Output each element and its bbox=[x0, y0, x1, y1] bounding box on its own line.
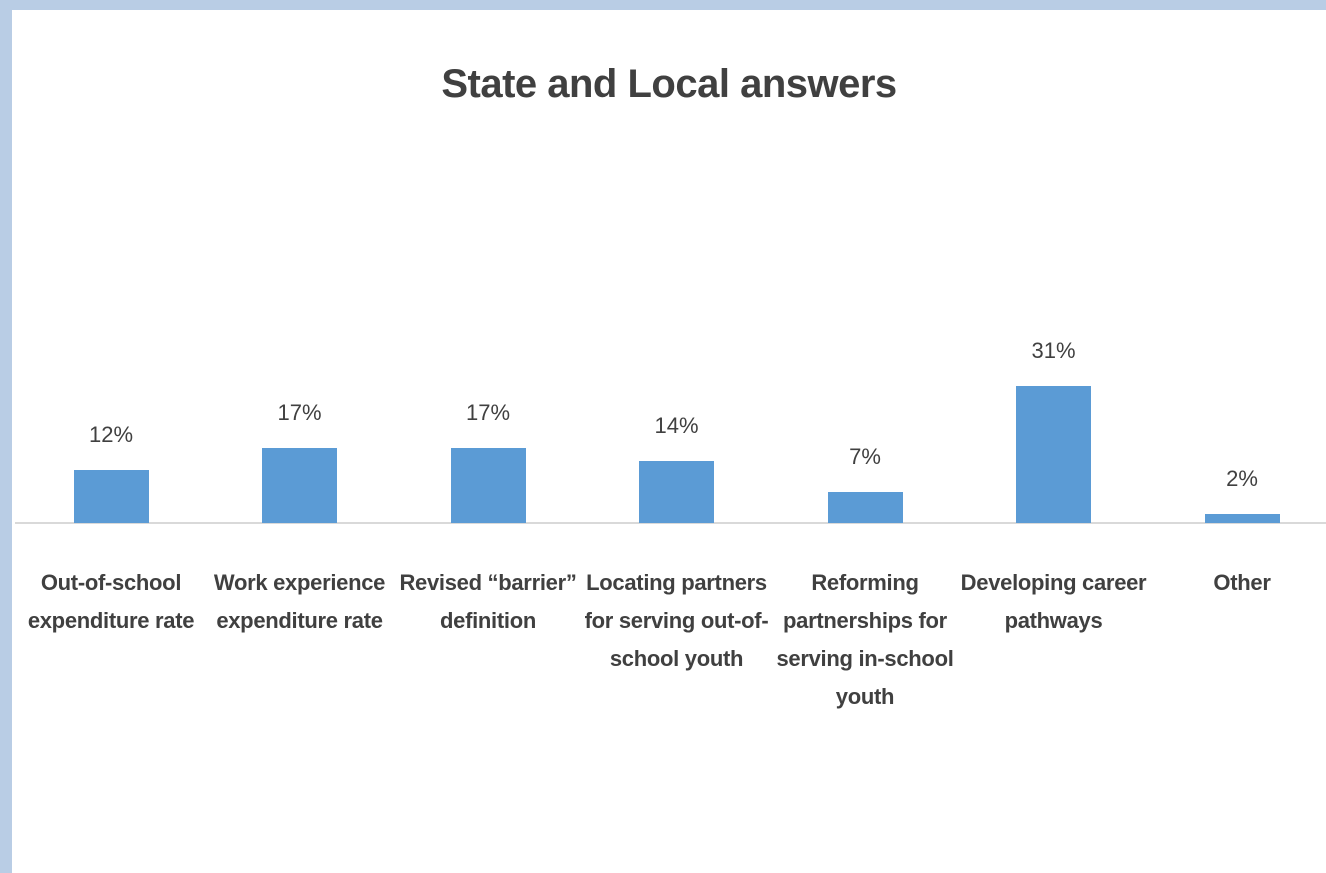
x-tick-label: Work experience expenditure rate bbox=[213, 570, 386, 633]
chart: State and Local answers 12% Out-of-school… bbox=[12, 10, 1326, 873]
bar bbox=[450, 447, 526, 523]
data-label: 17% bbox=[465, 399, 511, 425]
x-tick-label: Reforming partnerships for serving in-sc… bbox=[776, 570, 954, 709]
x-tick-label: Revised “barrier” definition bbox=[399, 570, 577, 633]
x-tick-label: Other bbox=[1213, 570, 1271, 595]
data-label: 14% bbox=[654, 413, 699, 439]
axis-line bbox=[15, 522, 1326, 524]
x-tick-label: Locating partners for serving out-of-sch… bbox=[584, 570, 769, 671]
bar bbox=[639, 461, 714, 523]
chart-title: State and Local answers bbox=[441, 62, 897, 106]
bar bbox=[827, 492, 903, 523]
data-label: 12% bbox=[88, 421, 134, 447]
data-label: 7% bbox=[849, 444, 881, 470]
data-label: 2% bbox=[1226, 466, 1258, 492]
data-label: 31% bbox=[1031, 337, 1076, 363]
bar bbox=[1204, 514, 1280, 523]
bar bbox=[1016, 385, 1091, 523]
bar bbox=[73, 469, 149, 523]
x-tick-label: Out-of-school expenditure rate bbox=[27, 570, 195, 633]
x-tick-label: Developing career pathways bbox=[960, 570, 1147, 633]
data-label: 17% bbox=[277, 399, 322, 425]
bar bbox=[262, 447, 337, 523]
